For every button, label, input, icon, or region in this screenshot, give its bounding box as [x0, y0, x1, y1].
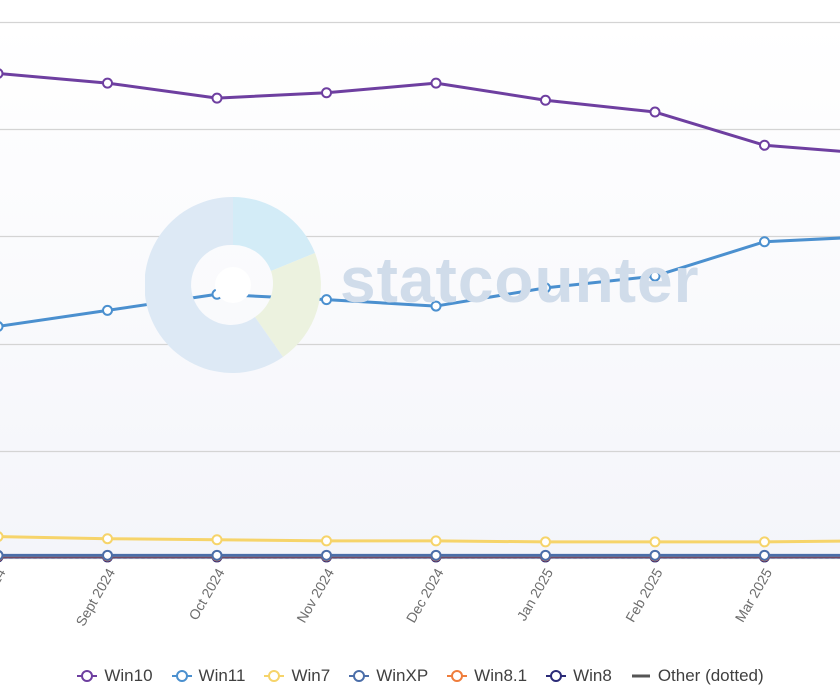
- x-tick-label: Aug 2024: [0, 565, 9, 625]
- data-point: [211, 534, 223, 546]
- data-point: [0, 68, 4, 79]
- data-point: [430, 77, 442, 89]
- legend-marker-icon: [349, 670, 370, 682]
- x-tick-label: Oct 2024: [185, 565, 227, 622]
- data-point: [649, 549, 661, 561]
- legend-label: WinXP: [376, 666, 429, 685]
- data-point: [759, 139, 770, 151]
- data-point: [102, 533, 113, 545]
- data-point: [102, 77, 113, 89]
- data-point: [540, 549, 551, 561]
- data-point: [102, 304, 113, 316]
- x-tick-label: Dec 2024: [403, 565, 447, 625]
- data-point: [540, 94, 551, 106]
- data-point: [211, 288, 223, 300]
- data-point: [649, 106, 661, 118]
- legend-item[interactable]: Win11: [171, 666, 246, 686]
- legend-label: Win7: [291, 666, 331, 685]
- data-point: [321, 87, 332, 99]
- legend-item[interactable]: Win8: [545, 666, 612, 686]
- legend-marker-icon: [264, 670, 285, 682]
- data-point: [759, 236, 770, 248]
- data-point: [0, 550, 4, 561]
- data-point: [0, 321, 4, 332]
- legend-label: Win10: [104, 666, 153, 685]
- legend-marker-icon: [447, 670, 468, 682]
- legend-item[interactable]: Win8.1: [446, 666, 527, 686]
- legend-marker-icon: [77, 670, 98, 682]
- x-tick-label: Nov 2024: [293, 565, 337, 625]
- legend-item[interactable]: Other (dotted): [630, 666, 764, 686]
- data-point: [430, 300, 442, 312]
- data-point: [211, 549, 223, 561]
- legend-item[interactable]: Win10: [76, 666, 153, 686]
- legend-item[interactable]: WinXP: [348, 666, 428, 686]
- legend-marker-icon: [631, 674, 650, 678]
- data-point: [211, 92, 223, 104]
- data-point: [321, 549, 332, 561]
- data-point: [430, 535, 442, 547]
- data-point: [321, 294, 332, 306]
- x-tick-label: Jan 2025: [513, 565, 556, 623]
- legend-item[interactable]: Win7: [263, 666, 330, 686]
- legend-label: Other (dotted): [657, 666, 764, 685]
- x-tick-label: Mar 2025: [732, 565, 776, 624]
- x-tick-label: Sept 2024: [72, 565, 118, 628]
- data-point: [430, 549, 442, 561]
- x-tick-label: Feb 2025: [622, 565, 666, 624]
- data-point: [102, 549, 113, 561]
- data-point: [540, 282, 551, 294]
- data-point: [0, 531, 4, 542]
- data-point: [759, 536, 770, 548]
- legend-label: Win8: [573, 666, 612, 685]
- data-point: [649, 270, 661, 282]
- data-point: [321, 535, 332, 547]
- legend-marker-icon: [171, 670, 192, 682]
- chart-legend: Win10 Win11 Win7 WinXP Win8.1 Win8 Other (dott…: [0, 660, 840, 692]
- plot-background: [0, 22, 840, 558]
- data-point: [540, 536, 551, 548]
- data-point: [649, 536, 661, 548]
- legend-label: Win11: [198, 666, 246, 685]
- legend-label: Win8.1: [474, 666, 528, 685]
- data-point: [759, 549, 770, 561]
- legend-marker-icon: [546, 670, 567, 682]
